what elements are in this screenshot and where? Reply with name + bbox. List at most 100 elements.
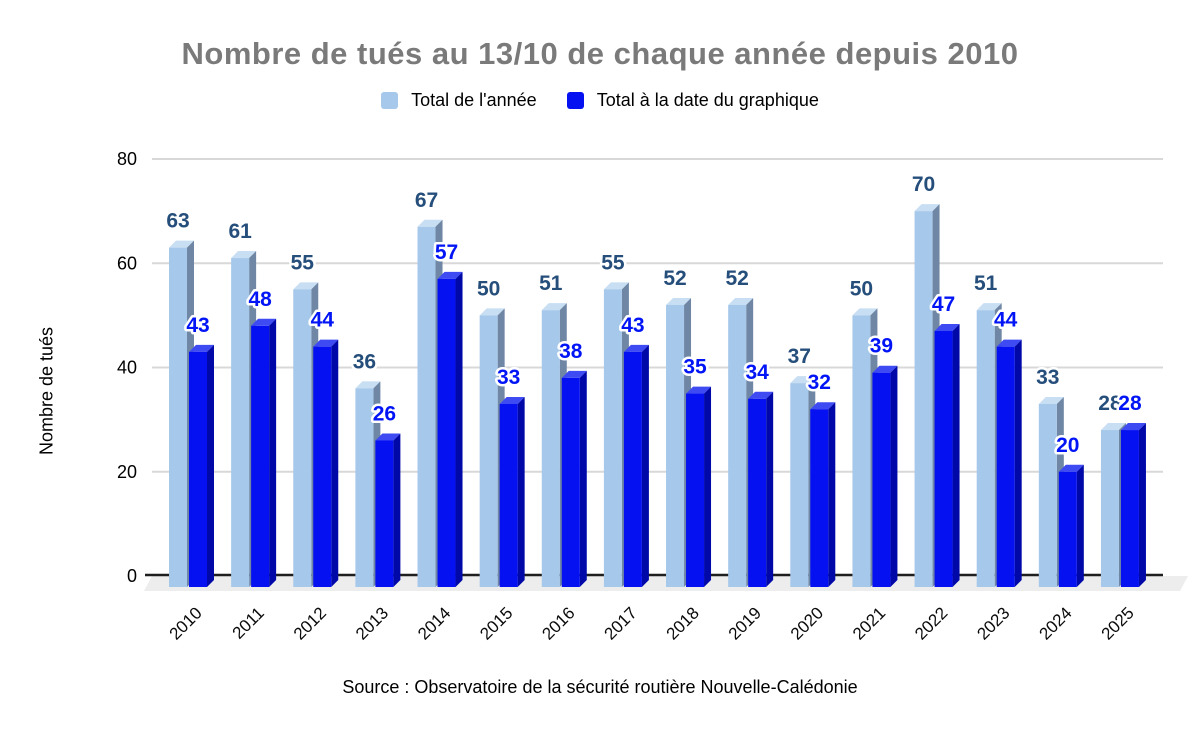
value-label-date-2025: 28 <box>1118 392 1142 415</box>
x-label-2022: 2022 <box>911 603 951 643</box>
bar-top-annee-2019 <box>728 297 754 305</box>
bar-annee-2017 <box>603 289 622 587</box>
bar-annee-2021 <box>852 315 871 587</box>
value-label-annee-2016: 51 <box>539 272 563 295</box>
bar-top-date-2023 <box>996 339 1022 347</box>
bar-date-2025 <box>1120 430 1139 587</box>
x-label-2012: 2012 <box>290 603 330 643</box>
bar-side-date-2022 <box>952 324 960 587</box>
y-tick-40: 40 <box>117 358 137 378</box>
x-label-2021: 2021 <box>849 603 889 643</box>
bar-top-annee-2016 <box>541 303 567 311</box>
x-label-2016: 2016 <box>538 603 578 643</box>
bar-side-date-2010 <box>207 344 214 587</box>
bar-top-date-2019 <box>748 391 774 399</box>
y-tick-20: 20 <box>117 462 137 482</box>
x-label-2015: 2015 <box>476 603 516 643</box>
bar-date-2011 <box>251 325 270 587</box>
bar-side-date-2016 <box>579 370 587 587</box>
value-label-date-2014: 57 <box>435 241 458 264</box>
bar-top-annee-2015 <box>479 308 505 316</box>
bar-side-date-2023 <box>1014 339 1022 587</box>
bar-side-date-2019 <box>766 391 774 587</box>
bar-side-date-2012 <box>331 339 339 587</box>
bar-annee-2016 <box>541 310 560 587</box>
bar-top-date-2013 <box>375 433 401 441</box>
value-label-annee-2011: 61 <box>228 220 252 243</box>
bar-date-2020 <box>810 409 829 587</box>
value-label-date-2012: 44 <box>311 309 335 332</box>
bar-side-date-2017 <box>641 344 649 587</box>
bar-annee-2012 <box>293 289 312 587</box>
legend-label-total-date: Total à la date du graphique <box>596 90 819 110</box>
x-label-2025: 2025 <box>1098 603 1138 643</box>
bar-annee-2010 <box>169 247 187 588</box>
bar-date-2012 <box>313 346 332 587</box>
bar-side-date-2018 <box>704 386 712 587</box>
bar-side-date-2025 <box>1138 423 1146 587</box>
x-label-2018: 2018 <box>663 603 703 643</box>
bar-date-2015 <box>499 403 518 587</box>
legend-item-total-date: Total à la date du graphique <box>566 90 819 111</box>
bar-annee-2018 <box>666 304 685 587</box>
value-label-date-2023: 44 <box>994 309 1018 332</box>
bar-top-date-2021 <box>872 365 898 373</box>
bar-annee-2011 <box>231 258 250 587</box>
bar-annee-2020 <box>790 383 809 587</box>
legend: Total de l'année Total à la date du grap… <box>0 90 1200 111</box>
legend-swatch-total-date <box>566 92 584 109</box>
bar-side-date-2011 <box>269 318 277 587</box>
value-label-annee-2023: 51 <box>974 272 998 295</box>
bar-top-date-2025 <box>1120 423 1146 431</box>
bar-top-date-2018 <box>686 386 712 394</box>
x-label-2023: 2023 <box>973 603 1013 643</box>
bar-annee-2015 <box>479 315 498 587</box>
y-tick-80: 80 <box>117 149 137 169</box>
bar-top-annee-2011 <box>231 251 257 259</box>
bar-date-2016 <box>561 377 580 587</box>
bar-annee-2023 <box>976 310 995 587</box>
bar-top-annee-2025 <box>1100 423 1126 431</box>
legend-item-total-annee: Total de l'année <box>381 90 537 111</box>
bar-top-date-2017 <box>623 344 649 352</box>
value-label-date-2020: 32 <box>808 371 831 394</box>
bar-top-annee-2021 <box>852 308 878 316</box>
bar-top-annee-2024 <box>1038 396 1064 404</box>
bar-top-date-2016 <box>561 370 587 378</box>
value-label-date-2015: 33 <box>497 366 520 389</box>
x-label-2024: 2024 <box>1035 603 1075 643</box>
bar-top-annee-2014 <box>417 219 443 227</box>
value-label-date-2022: 47 <box>932 293 955 316</box>
bar-top-date-2014 <box>437 271 463 279</box>
value-label-annee-2012: 55 <box>291 251 315 274</box>
x-label-2010: 2010 <box>166 603 206 643</box>
bar-annee-2022 <box>914 211 933 587</box>
bar-top-date-2020 <box>810 402 836 410</box>
bar-top-annee-2012 <box>293 282 319 290</box>
legend-label-total-annee: Total de l'année <box>411 90 537 110</box>
value-label-date-2019: 34 <box>745 361 769 384</box>
chart-title: Nombre de tués au 13/10 de chaque année … <box>181 36 1019 71</box>
value-label-annee-2013: 36 <box>353 350 376 373</box>
y-tick-0: 0 <box>127 566 137 586</box>
bar-date-2023 <box>996 346 1015 587</box>
bar-date-2014 <box>437 278 456 587</box>
bar-side-date-2021 <box>890 365 898 587</box>
bar-date-2010 <box>189 351 207 587</box>
value-label-date-2017: 43 <box>621 314 644 337</box>
bar-top-date-2024 <box>1058 464 1084 472</box>
bar-side-date-2015 <box>517 396 525 587</box>
bar-date-2019 <box>748 398 767 587</box>
value-label-annee-2021: 50 <box>850 277 873 300</box>
bar-top-annee-2010 <box>169 240 194 248</box>
bar-date-2022 <box>934 331 953 587</box>
bar-date-2018 <box>686 393 705 587</box>
value-label-annee-2010: 63 <box>166 210 189 233</box>
value-label-annee-2019: 52 <box>725 267 748 290</box>
x-label-2011: 2011 <box>229 603 268 642</box>
bar-side-date-2014 <box>455 271 463 587</box>
bar-top-date-2011 <box>251 318 277 326</box>
bar-top-date-2022 <box>934 324 960 332</box>
bar-top-annee-2022 <box>914 204 940 212</box>
